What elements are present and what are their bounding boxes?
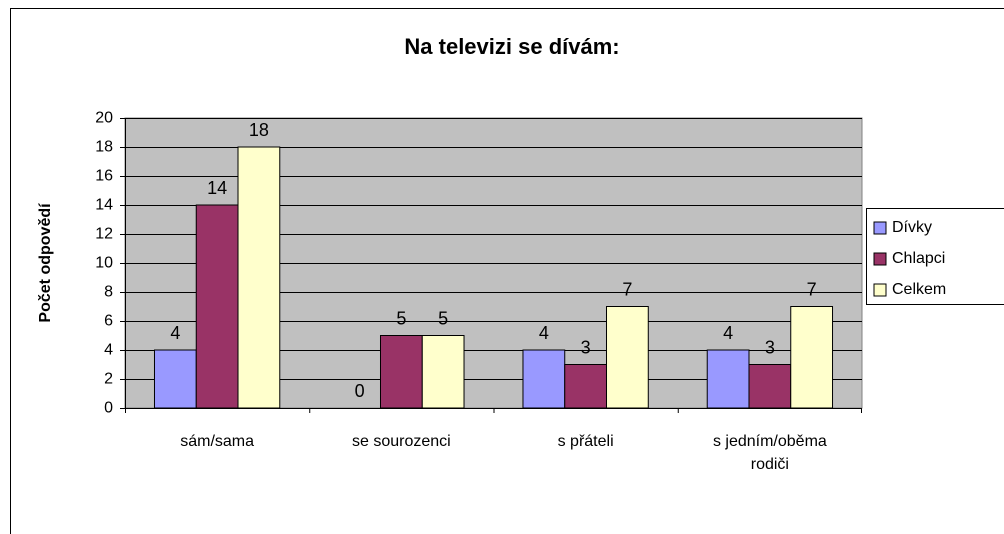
legend-swatch [873,283,887,297]
data-label: 5 [438,308,448,328]
bar [564,364,608,409]
x-tick-label: s jedním/oběma rodiči [712,433,827,473]
bar [195,204,239,409]
data-label: 3 [581,337,591,357]
data-label: 14 [207,178,227,198]
bar [790,306,834,409]
legend-label: Celkem [892,281,946,298]
data-label: 4 [170,323,180,343]
bar [606,306,649,409]
legend-label: Dívky [892,219,932,236]
data-label: 0 [355,381,365,401]
y-tick-label: 18 [95,139,113,156]
y-tick-label: 0 [104,400,113,417]
bar [237,146,281,409]
y-tick-label: 12 [95,226,113,243]
x-tick-label: sám/sama [180,433,255,450]
chart-title: Na televizi se dívám: [404,34,619,59]
data-label: 5 [396,308,406,328]
legend [866,208,1004,305]
data-label: 18 [249,120,269,140]
bar [421,335,465,409]
x-tick-label: s přáteli [557,433,614,450]
y-tick-label: 10 [95,255,113,272]
data-label: 3 [765,337,775,357]
x-tick-label: se sourozenci [352,433,451,450]
bar [748,364,792,409]
legend-swatch [873,221,887,235]
legend-swatch [873,252,887,266]
y-tick-label: 8 [104,284,113,301]
bar [153,349,197,409]
y-tick-label: 14 [95,197,113,214]
bar [379,335,423,409]
y-tick-label: 6 [104,313,113,330]
y-axis-label: Počet odpovědí [37,203,54,323]
y-tick-label: 16 [95,168,113,185]
data-label: 4 [723,323,733,343]
data-label: 7 [807,279,817,299]
y-tick-label: 2 [104,371,113,388]
data-label: 4 [539,323,549,343]
data-label: 7 [622,279,632,299]
bar [522,349,566,409]
legend-label: Chlapci [892,250,945,267]
bar [706,349,750,409]
y-tick-label: 4 [104,342,113,359]
y-tick-label: 20 [95,110,113,127]
